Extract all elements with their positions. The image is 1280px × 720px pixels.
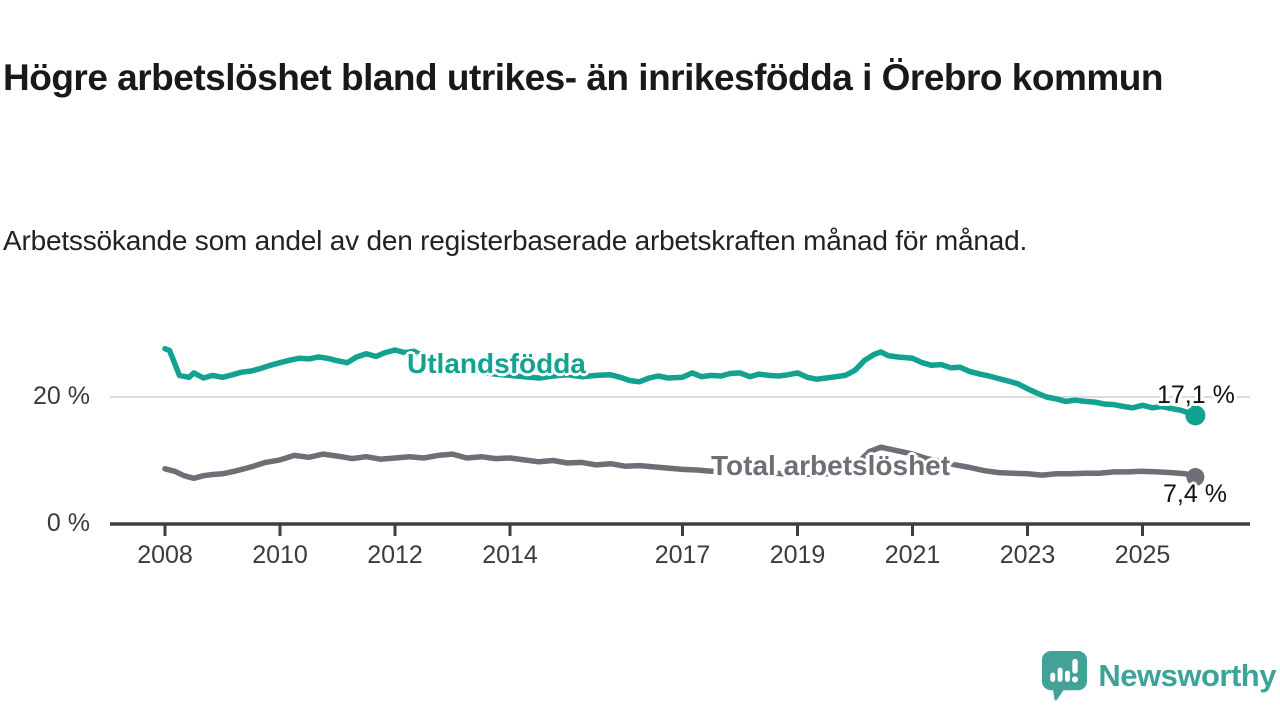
- series-end-dot-1: [1186, 468, 1205, 487]
- page-subtitle: Arbetssökande som andel av den registerb…: [3, 225, 1028, 256]
- x-tick-label-2025: 2025: [1114, 541, 1171, 569]
- end-value-label-utlandsfodda: 17,1 %: [1157, 381, 1235, 409]
- newsworthy-logo: Newsworthy: [1041, 650, 1276, 702]
- series-line-0: [162, 345, 1199, 419]
- series-label-utlandsfodda: Utlandsfödda: [407, 348, 586, 379]
- page-title: Högre arbetslöshet bland utrikes- än inr…: [3, 56, 1163, 98]
- x-tick-label-2017: 2017: [654, 541, 711, 569]
- series-end-dot-0: [1185, 405, 1206, 426]
- newsworthy-bubble-icon: [1042, 651, 1088, 701]
- x-tick-label-2008: 2008: [137, 541, 193, 569]
- newsworthy-wordmark: Newsworthy: [1098, 658, 1276, 693]
- x-tick-label-2010: 2010: [252, 541, 308, 569]
- x-tick-label-2019: 2019: [769, 541, 826, 569]
- x-tick-label-2012: 2012: [367, 541, 423, 569]
- x-tick-label-2023: 2023: [999, 541, 1056, 569]
- x-tick-label-2021: 2021: [884, 541, 941, 569]
- y-tick-label-0: 0 %: [46, 509, 90, 537]
- end-value-label-total: 7,4 %: [1163, 480, 1227, 508]
- x-tick-label-2014: 2014: [482, 541, 538, 569]
- series-label-total-arbetsloshet: Total arbetslöshet: [711, 450, 951, 481]
- y-tick-label-20: 20 %: [33, 382, 90, 410]
- series-line-1: [162, 444, 1199, 482]
